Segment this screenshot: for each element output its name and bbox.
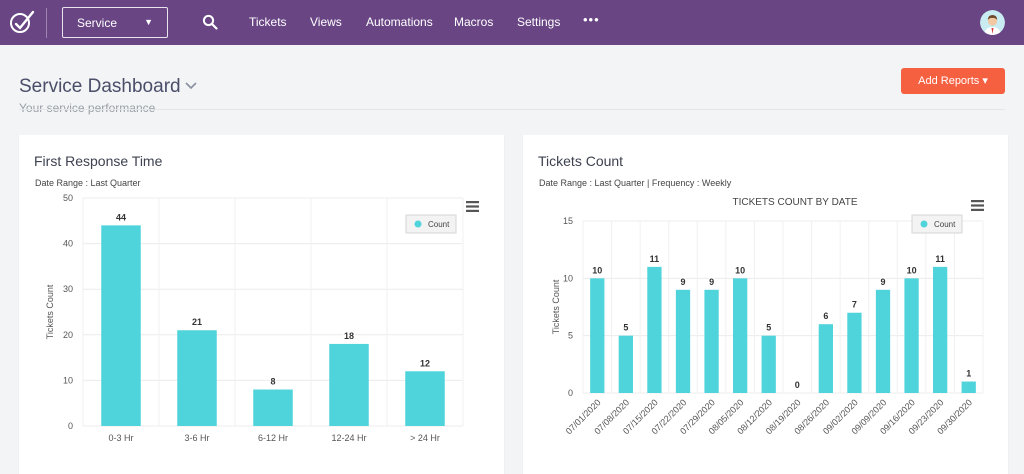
data-label: 6 [823,311,828,321]
data-label: 18 [344,331,354,341]
x-tick-label: > 24 Hr [410,433,440,443]
y-tick-label: 40 [63,239,73,249]
card-title: Tickets Count [538,153,624,169]
bar [704,289,719,393]
service-selector-label: Service [77,16,118,30]
bar [961,381,976,393]
first-response-time-card: First Response Time Date Range : Last Qu… [19,135,504,474]
data-label: 8 [270,377,275,387]
app-logo-icon[interactable] [9,9,35,35]
data-label: 10 [735,265,745,275]
x-tick-label: 12-24 Hr [331,433,366,443]
bar [675,289,691,393]
legend-marker [920,220,928,228]
bar [618,335,633,393]
y-axis-title: Tickets Count [551,279,561,334]
data-label: 9 [880,277,885,287]
bar [733,278,748,393]
bar [761,335,776,393]
bar [253,389,293,426]
legend-label: Count [934,220,956,229]
data-label: 12 [420,358,430,368]
search-icon[interactable] [202,14,218,30]
bar [875,289,891,393]
bar [101,225,141,426]
logo-divider [46,8,47,38]
y-tick-label: 15 [563,216,573,226]
first-response-time-chart: 0 10 20 30 40 50 44 0-3 Hr 21 3-6 Hr 8 6-12 Hr 18 12-… [45,193,464,443]
data-label: 7 [852,300,857,310]
tickets-count-card: Tickets Count Date Range : Last Quarter … [523,135,1008,474]
service-selector[interactable]: Service ▼ [62,7,168,38]
x-tick-label: 0-3 Hr [108,433,133,443]
bar [818,324,833,393]
caret-down-icon: ▼ [144,17,153,27]
legend-marker [414,220,422,228]
bar [904,278,919,393]
x-tick-label: 6-12 Hr [258,433,288,443]
data-label: 5 [766,323,771,333]
nav-item-settings[interactable]: Settings [517,15,561,29]
y-tick-label: 30 [63,284,73,294]
chart-menu-icon[interactable] [466,201,479,212]
legend-box [405,214,457,234]
data-label: 21 [192,317,202,327]
data-label: 9 [680,277,685,287]
data-label: 0 [795,380,800,390]
nav-item-views[interactable]: Views [310,15,342,29]
y-tick-label: 0 [68,421,73,431]
nav-item-tickets[interactable]: Tickets [249,15,287,29]
header-divider [19,109,1005,110]
legend-label: Count [428,220,450,229]
nav-item-macros[interactable]: Macros [454,15,494,29]
avatar-image [980,10,1005,35]
page-title: Service Dashboard [19,76,181,97]
card-date-range: Date Range : Last Quarter | Frequency : … [539,178,732,188]
page-subtitle: Your service performance [19,101,156,115]
data-label: 1 [966,369,971,379]
y-tick-label: 10 [563,273,573,283]
data-label: 5 [623,323,628,333]
bar [647,266,662,393]
user-avatar[interactable] [980,10,1005,35]
x-tick-label: 3-6 Hr [184,433,209,443]
nav-item-automations[interactable]: Automations [366,15,433,29]
y-tick-label: 0 [568,388,573,398]
card-title: First Response Time [34,153,163,169]
bar [590,278,605,393]
tickets-count-chart: 0510151007/01/2020507/08/20201107/15/202… [551,197,984,436]
data-label: 9 [709,277,714,287]
chart-menu-icon[interactable] [971,200,984,211]
chart-title: TICKETS COUNT BY DATE [732,197,857,208]
bar [847,312,862,393]
legend-box [911,214,963,234]
card-date-range: Date Range : Last Quarter [35,178,141,188]
bar [177,330,217,426]
top-navigation-bar: Service ▼ Tickets Views Automations Macr… [0,0,1024,45]
y-tick-label: 20 [63,330,73,340]
data-label: 44 [116,212,126,222]
y-axis-title: Tickets Count [45,284,55,339]
y-tick-label: 50 [63,193,73,203]
bar [405,371,445,426]
more-options-icon[interactable]: ••• [583,12,600,27]
data-label: 10 [907,265,917,275]
y-tick-label: 10 [63,375,73,385]
data-label: 11 [935,254,945,264]
data-label: 11 [650,254,660,264]
bar [329,343,369,426]
add-reports-button[interactable]: Add Reports ▾ [901,68,1005,94]
y-tick-label: 5 [568,331,573,341]
data-label: 10 [592,265,602,275]
chevron-down-icon[interactable] [184,80,198,92]
bar [933,266,948,393]
